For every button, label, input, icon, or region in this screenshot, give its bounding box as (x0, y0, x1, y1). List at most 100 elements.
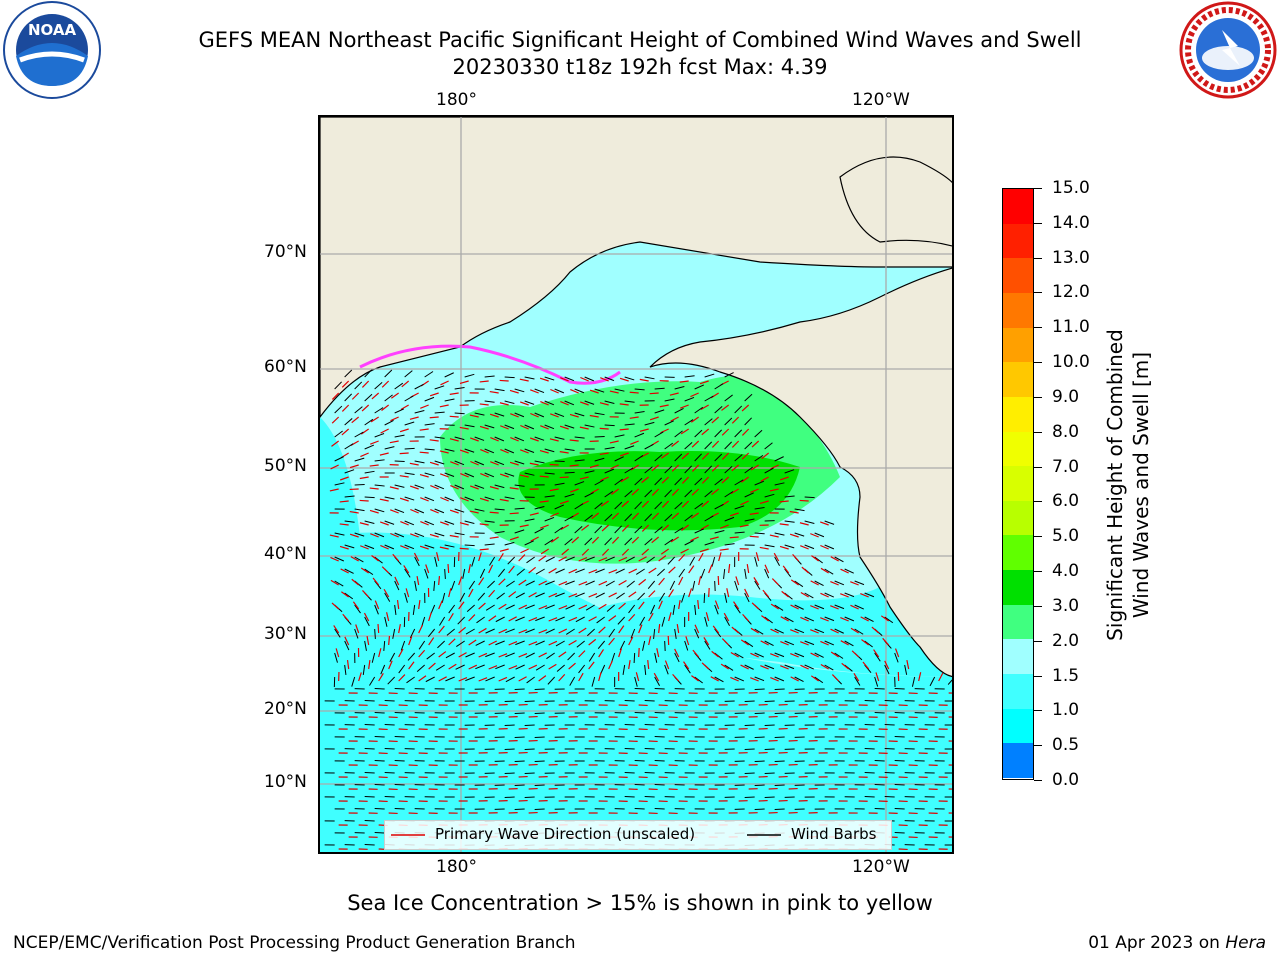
wave-direction-arrow (500, 425, 509, 430)
wave-direction-arrow (339, 523, 349, 526)
wave-direction-arrow (670, 536, 679, 543)
wind-barb (514, 388, 525, 393)
wind-barb (494, 436, 505, 442)
wind-barb (646, 556, 655, 564)
wind-barb (569, 676, 576, 686)
wind-barb (664, 420, 674, 426)
wind-barb (434, 411, 445, 414)
wave-direction-arrow (649, 416, 659, 421)
wind-barb (456, 640, 465, 647)
wave-direction-arrow (480, 449, 489, 454)
wind-barb (674, 477, 683, 486)
wind-barb (371, 652, 376, 663)
wave-direction-arrow (330, 579, 339, 586)
wave-direction-arrow (681, 500, 690, 508)
wave-direction-arrow (730, 651, 739, 658)
wave-direction-arrow (508, 565, 515, 574)
wave-direction-arrow (429, 416, 439, 419)
wind-barb (364, 418, 374, 426)
colorbar-tick-label: 5.0 (1052, 526, 1080, 547)
wind-barb (464, 373, 475, 378)
wave-direction-arrow (344, 636, 350, 646)
wave-direction-arrow (638, 624, 643, 634)
wind-barb (525, 628, 535, 634)
wave-direction-arrow (469, 414, 479, 418)
wave-direction-arrow (508, 591, 517, 598)
wind-barb (634, 388, 645, 391)
wave-direction-arrow (664, 660, 670, 670)
colorbar-band (1003, 639, 1033, 675)
footer-date: 01 Apr 2023 on (1088, 933, 1226, 953)
wave-direction-arrow (396, 599, 400, 610)
wind-barb (384, 446, 395, 450)
wave-direction-arrow (690, 512, 700, 519)
wave-direction-arrow (721, 638, 730, 646)
wave-direction-arrow (726, 588, 730, 598)
wave-direction-arrow (671, 512, 680, 520)
wave-direction-arrow (371, 392, 380, 400)
wind-barb (574, 481, 585, 486)
wind-barb (694, 502, 704, 510)
wind-barb (514, 460, 525, 465)
wind-barb (444, 472, 455, 477)
wind-barb (764, 664, 775, 670)
wave-direction-arrow (820, 640, 829, 646)
wave-direction-arrow (811, 555, 820, 562)
wind-barb (394, 604, 397, 615)
wind-barb (404, 520, 415, 526)
wind-barb (404, 370, 413, 378)
wave-direction-arrow (490, 461, 499, 466)
wave-direction-arrow (518, 629, 528, 634)
wind-barb (644, 376, 655, 380)
wave-direction-arrow (656, 648, 660, 658)
wave-direction-arrow (436, 552, 440, 562)
wind-barb (344, 640, 350, 651)
wave-direction-arrow (668, 589, 675, 598)
wave-direction-arrow (679, 380, 689, 383)
wave-direction-arrow (599, 427, 609, 430)
wind-barb (784, 592, 793, 600)
chart-subtitle: 20230330 t18z 192h fcst Max: 4.39 (452, 55, 828, 79)
wind-barb (694, 676, 703, 684)
wave-direction-arrow (619, 452, 629, 457)
wave-direction-arrow (708, 564, 713, 574)
wave-direction-arrow (701, 662, 710, 670)
wind-barb (364, 496, 375, 499)
wave-direction-arrow (448, 588, 452, 598)
wave-direction-arrow (628, 636, 634, 646)
wind-barb (387, 676, 396, 685)
wave-direction-arrow (390, 416, 399, 422)
wind-barb (424, 568, 429, 579)
wave-direction-arrow (647, 659, 650, 670)
wind-barb (526, 556, 535, 564)
wave-direction-arrow (697, 599, 700, 610)
wave-direction-arrow (598, 603, 607, 610)
wind-barb (605, 580, 615, 587)
wind-barb (605, 556, 615, 562)
wind-barb (674, 430, 683, 438)
wave-direction-arrow (820, 567, 829, 574)
wave-direction-arrow (671, 440, 680, 448)
wave-direction-arrow (850, 627, 859, 634)
wave-direction-arrow (698, 576, 702, 586)
wind-barb (654, 454, 663, 462)
wave-direction-arrow (568, 662, 576, 670)
wave-direction-arrow (660, 548, 670, 555)
wind-barb (404, 421, 415, 426)
wind-barb (426, 652, 435, 660)
wind-barb (534, 460, 545, 464)
wave-direction-arrow (721, 404, 730, 411)
wave-direction-arrow (639, 378, 649, 382)
wave-direction-arrow (678, 576, 684, 586)
colorbar-tick-label: 1.0 (1052, 700, 1080, 721)
wind-barb (689, 556, 696, 566)
wave-direction-arrow (468, 664, 478, 670)
wave-direction-arrow (341, 380, 350, 388)
wind-barb (344, 592, 354, 600)
lon-label-bottom-180: 180° (436, 857, 477, 877)
wave-direction-arrow (710, 676, 719, 682)
wave-direction-arrow (731, 626, 740, 634)
wind-barb (464, 520, 475, 525)
wind-barb (464, 472, 475, 478)
wave-direction-arrow (628, 591, 637, 598)
